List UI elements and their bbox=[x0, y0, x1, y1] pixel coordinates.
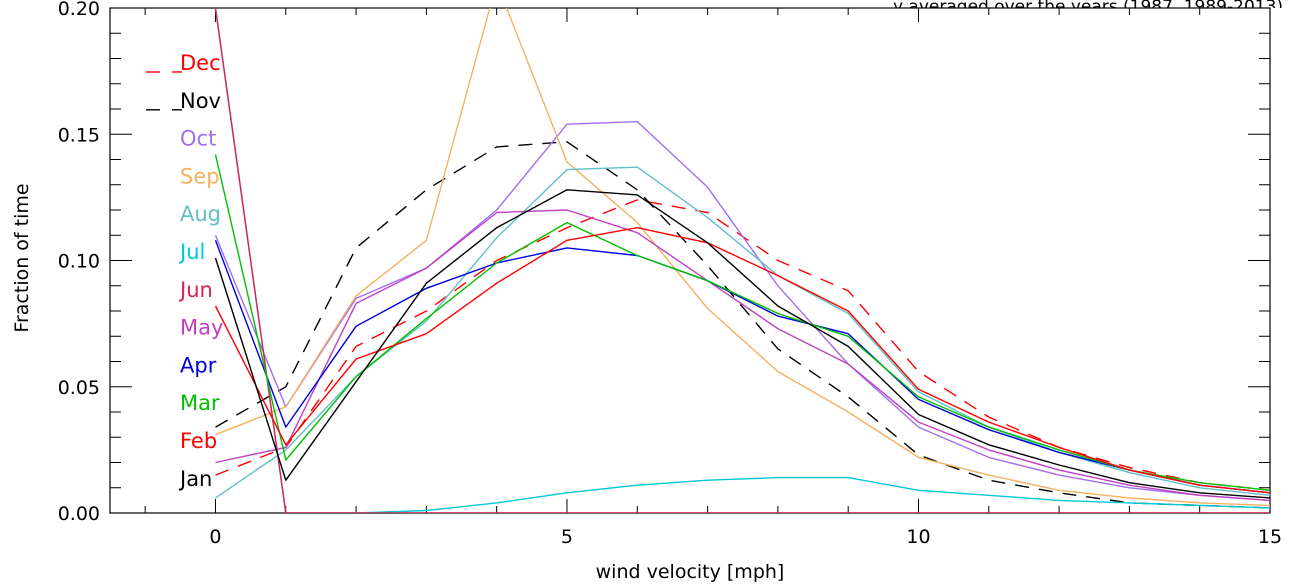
axes-layer: 0 5 10 15 0.00 0.05 0.10 0.15 0.20 bbox=[58, 0, 1282, 548]
legend-label-jan: Jan bbox=[178, 467, 212, 491]
plot-frame bbox=[109, 7, 1271, 514]
y-axis-title: Fraction of time bbox=[11, 183, 33, 332]
legend-label-jun: Jun bbox=[178, 278, 213, 302]
legend-label-apr: Apr bbox=[180, 353, 217, 377]
series-line-feb bbox=[214, 226, 1270, 494]
series-line-oct bbox=[214, 120, 1270, 502]
legend-label-may: May bbox=[180, 316, 223, 340]
legend-label-jul: Jul bbox=[178, 240, 205, 264]
y-tick-label: 0.05 bbox=[58, 377, 100, 399]
legend-label-oct: Oct bbox=[180, 127, 216, 151]
x-tick-label: 15 bbox=[1258, 526, 1282, 548]
x-tick-label: 5 bbox=[561, 526, 573, 548]
legend-label-mar: Mar bbox=[180, 391, 220, 415]
series-line-sep bbox=[215, 8, 1270, 507]
y-tick-label: 0.20 bbox=[58, 0, 100, 20]
series-line-apr bbox=[214, 240, 1270, 494]
x-tick-label: 10 bbox=[906, 526, 930, 548]
legend-label-nov: Nov bbox=[180, 89, 221, 113]
legend: Dec Nov Oct Sep Aug Jul Jun May Apr Mar Feb Jan bbox=[146, 51, 223, 491]
legend-label-dec: Dec bbox=[180, 51, 221, 75]
legend-label-sep: Sep bbox=[180, 164, 220, 188]
series-line-may bbox=[215, 209, 1270, 502]
series-line-nov bbox=[215, 141, 1270, 509]
chart-title: y averaged over the years (1987, 1989-20… bbox=[893, 0, 1283, 17]
series-line-dec bbox=[215, 199, 1270, 491]
legend-label-aug: Aug bbox=[180, 202, 221, 226]
y-tick-label: 0.10 bbox=[58, 251, 100, 273]
series-line-mar bbox=[214, 154, 1270, 491]
series-line-jan bbox=[214, 189, 1270, 499]
legend-label-feb: Feb bbox=[180, 429, 217, 453]
series-layer bbox=[214, 8, 1270, 513]
y-tick-label: 0.15 bbox=[58, 124, 100, 146]
series-line-aug bbox=[215, 166, 1270, 499]
x-tick-label: 0 bbox=[209, 526, 221, 548]
y-tick-label: 0.00 bbox=[58, 503, 100, 525]
x-axis-title: wind velocity [mph] bbox=[596, 561, 785, 583]
series-line-jul bbox=[214, 8, 1270, 513]
series-line-jun bbox=[214, 8, 1270, 513]
